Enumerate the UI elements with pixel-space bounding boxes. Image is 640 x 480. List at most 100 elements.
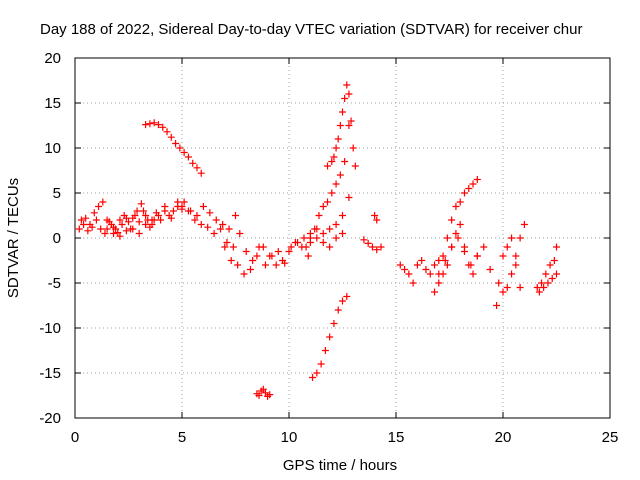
data-point	[326, 243, 334, 251]
data-point	[330, 320, 338, 327]
ticks: 0 5 10 15 20 25 20 15 10 5 0 -5 -10 -15 -20	[39, 50, 618, 446]
data-point	[343, 293, 351, 300]
data-point	[99, 198, 107, 206]
data-point	[409, 279, 417, 287]
data-point	[435, 257, 443, 264]
series-arc-isolated-low	[253, 385, 274, 400]
data-point	[309, 374, 317, 381]
data-point	[360, 236, 368, 244]
data-point	[533, 284, 541, 291]
series-arc-mid-lower	[221, 239, 312, 278]
data-point	[163, 128, 171, 136]
data-point	[326, 225, 334, 233]
data-point	[86, 221, 94, 228]
data-point	[279, 257, 287, 264]
data-point	[180, 198, 188, 206]
data-point	[234, 261, 242, 269]
data-point	[319, 203, 327, 210]
y-tick-label: -10	[39, 320, 61, 337]
data-point	[317, 360, 325, 368]
data-point	[118, 221, 126, 228]
data-point	[184, 153, 192, 161]
data-point	[435, 270, 443, 278]
data-point	[82, 214, 90, 222]
data-point	[242, 248, 250, 255]
data-point	[120, 212, 128, 219]
data-point	[221, 243, 229, 251]
grid	[75, 58, 610, 418]
data-point	[448, 243, 456, 251]
data-point	[236, 230, 244, 237]
data-point	[137, 200, 145, 208]
data-point	[349, 144, 357, 152]
data-point	[373, 246, 381, 254]
x-tick-label: 10	[281, 429, 298, 446]
data-point	[302, 243, 310, 251]
y-tick-label: 5	[53, 185, 61, 202]
data-point	[371, 212, 379, 219]
data-point	[193, 212, 201, 219]
data-point	[550, 257, 558, 264]
data-point	[193, 164, 201, 172]
data-point	[259, 243, 267, 251]
data-point	[520, 221, 528, 228]
data-point	[495, 279, 503, 287]
y-tick-label: -20	[39, 410, 61, 427]
data-point	[255, 392, 263, 399]
series-arc-mid-day	[178, 203, 346, 269]
data-point	[180, 149, 188, 156]
data-point	[148, 216, 156, 224]
data-point	[332, 180, 340, 188]
series-arc-rise-2	[306, 194, 353, 246]
data-point	[512, 252, 520, 260]
series-arc-night	[533, 243, 560, 291]
data-point	[167, 133, 175, 141]
data-point	[339, 297, 346, 305]
data-point	[499, 252, 507, 260]
data-point	[146, 120, 154, 128]
data-point	[334, 306, 342, 314]
data-point	[452, 230, 460, 237]
data-point	[154, 212, 162, 219]
data-point	[401, 266, 409, 273]
series-arc-late-3	[439, 176, 481, 260]
y-axis-label: SDTVAR / TECUs	[5, 178, 22, 298]
data-point	[341, 95, 349, 102]
data-point	[512, 261, 520, 269]
data-point	[422, 266, 430, 273]
data-point	[259, 385, 267, 393]
data-point	[441, 257, 449, 264]
series-arc-evening-1	[495, 221, 528, 296]
data-point	[169, 207, 177, 215]
data-point	[486, 266, 494, 273]
data-point	[229, 243, 237, 251]
data-point	[304, 252, 312, 260]
data-point	[212, 216, 220, 224]
data-point	[129, 225, 137, 233]
series-arc-rise	[302, 122, 353, 251]
data-point	[339, 230, 346, 237]
data-point	[84, 227, 92, 235]
data-point	[225, 225, 233, 233]
data-point	[274, 248, 282, 255]
data-point	[161, 207, 169, 215]
data-point	[499, 288, 507, 296]
data-point	[469, 270, 477, 278]
data-point	[339, 212, 346, 219]
data-point	[139, 207, 147, 215]
data-point	[157, 216, 165, 224]
data-point	[553, 270, 560, 278]
data-point	[431, 261, 439, 269]
x-tick-label: 25	[602, 429, 619, 446]
data-point	[368, 243, 376, 251]
data-point	[191, 216, 199, 224]
data-point	[313, 234, 321, 242]
data-point	[324, 162, 332, 170]
data-point	[448, 216, 456, 224]
data-point	[345, 90, 353, 98]
data-point	[313, 369, 321, 377]
data-point	[339, 108, 346, 116]
data-point	[80, 221, 88, 228]
data-point	[469, 180, 477, 188]
